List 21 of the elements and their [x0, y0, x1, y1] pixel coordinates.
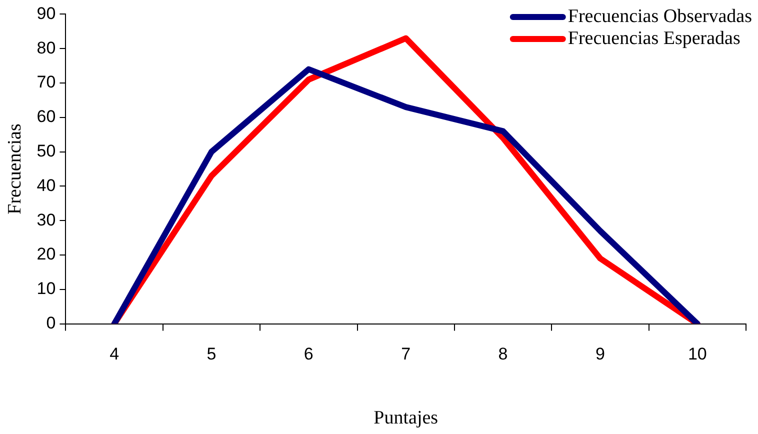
y-tick-label: 20: [36, 244, 56, 264]
y-tick-label: 70: [36, 72, 56, 92]
legend-label: Frecuencias Observadas: [568, 6, 752, 27]
x-tick-label: 4: [110, 344, 120, 364]
x-tick-label: 7: [401, 344, 411, 364]
x-tick-label: 8: [498, 344, 508, 364]
y-tick-label: 40: [36, 176, 56, 195]
y-tick-label: 30: [36, 210, 56, 230]
y-tick-label: 50: [36, 141, 56, 160]
y-tick-label: 10: [36, 279, 56, 298]
x-tick-label: 6: [304, 344, 314, 364]
y-axis-title: Frecuencias: [4, 124, 26, 214]
y-tick-label: 80: [36, 38, 56, 58]
legend-label: Frecuencias Esperadas: [568, 28, 740, 49]
y-tick-label: 0: [46, 313, 56, 332]
x-tick-label: 9: [595, 344, 605, 364]
x-tick-label: 10: [688, 344, 707, 364]
y-tick-label: 90: [36, 4, 56, 23]
y-tick-label: 60: [36, 107, 56, 126]
x-tick-label: 5: [206, 344, 216, 364]
x-axis-title: Puntajes: [374, 408, 438, 429]
